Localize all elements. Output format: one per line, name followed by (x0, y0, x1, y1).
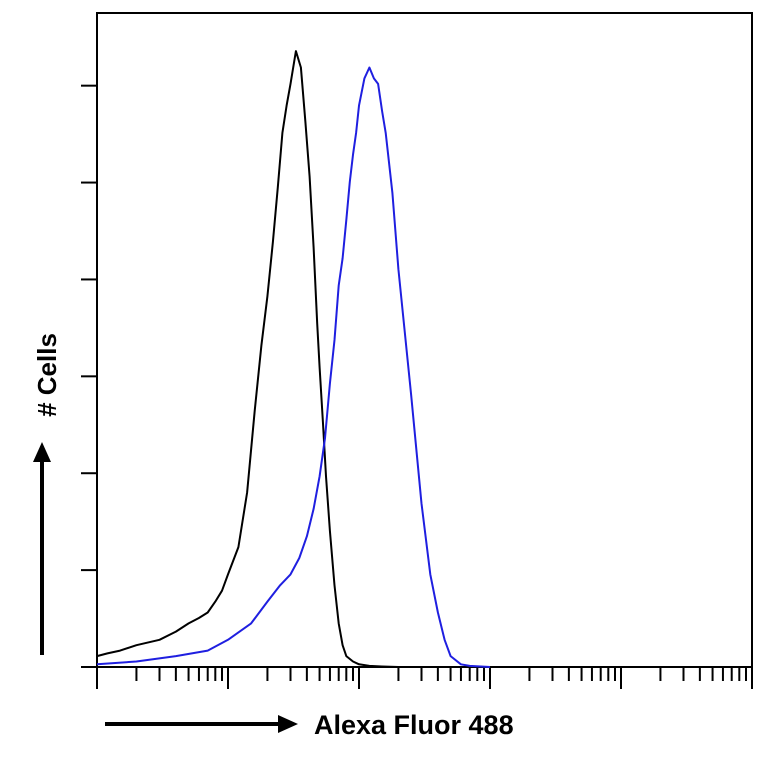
x-axis-ticks (96, 667, 753, 689)
y-axis-label: # Cells (32, 333, 62, 417)
x-axis-label-group: Alexa Fluor 488 (105, 710, 514, 740)
x-axis-arrow-head (278, 715, 298, 733)
y-axis-ticks (81, 84, 97, 668)
y-axis-label-group: # Cells (32, 333, 62, 655)
stained-histogram-line (96, 66, 491, 668)
control-histogram-line (96, 50, 422, 668)
series-layer (96, 50, 491, 668)
plot-frame (96, 12, 753, 668)
y-axis-arrow-head (33, 442, 51, 462)
x-axis-label: Alexa Fluor 488 (314, 710, 514, 740)
